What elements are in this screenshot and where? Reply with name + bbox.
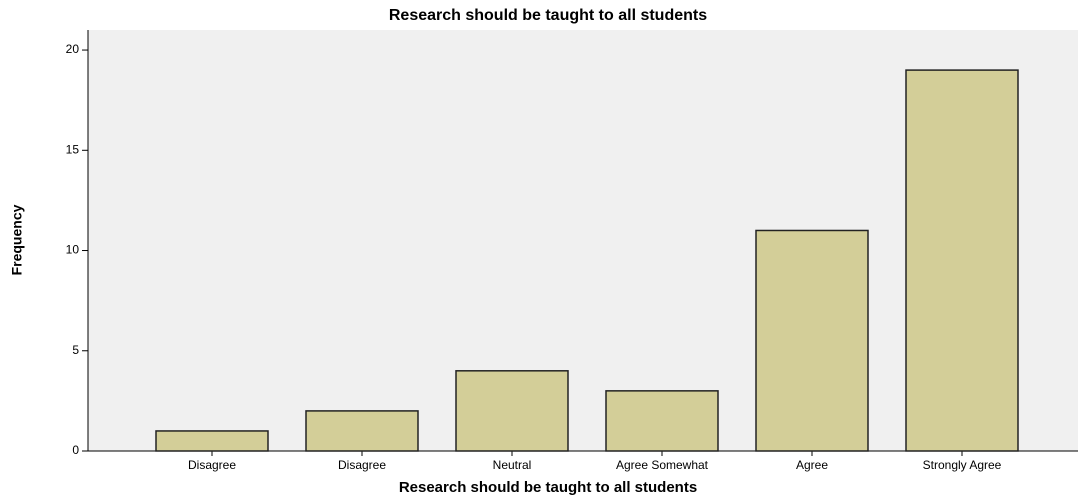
x-tick-label: Agree — [796, 458, 828, 472]
y-tick-label: 10 — [66, 243, 80, 257]
bar — [605, 390, 719, 452]
y-tick-label: 0 — [72, 443, 79, 457]
y-axis-title: Frequency — [9, 204, 25, 275]
bar — [155, 430, 269, 452]
bar — [455, 370, 569, 452]
x-tick-label: Disagree — [188, 458, 236, 472]
bar — [305, 410, 419, 452]
x-tick-label: Neutral — [493, 458, 532, 472]
bar — [905, 69, 1019, 452]
y-tick-label: 15 — [66, 142, 80, 156]
x-tick-label: Strongly Agree — [923, 458, 1002, 472]
chart-title: Research should be taught to all student… — [389, 7, 707, 24]
x-axis-title: Research should be taught to all student… — [399, 479, 697, 496]
y-tick-label: 5 — [72, 343, 79, 357]
bar — [755, 229, 869, 452]
y-tick-label: 20 — [66, 42, 80, 56]
x-tick-label: Agree Somewhat — [616, 458, 709, 472]
x-tick-label: Disagree — [338, 458, 386, 472]
